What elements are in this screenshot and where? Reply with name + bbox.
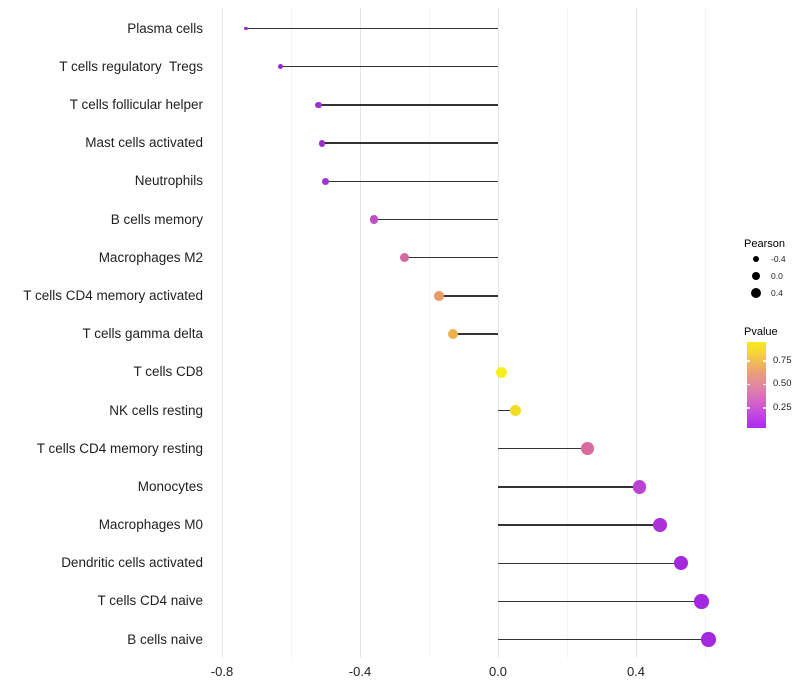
x-gridline-major [222, 8, 223, 658]
y-axis-label: T cells CD4 memory resting [36, 440, 203, 456]
colorbar-tick [763, 360, 766, 362]
x-axis-tick-label: -0.4 [348, 664, 372, 679]
data-point [509, 404, 521, 417]
data-point [673, 556, 688, 571]
y-axis-label: T cells CD4 memory activated [23, 287, 203, 303]
data-point [434, 291, 445, 301]
lollipop-stem [373, 218, 498, 221]
colorbar-tick-label: 0.25 [773, 401, 792, 413]
y-axis-label: Monocytes [137, 478, 203, 494]
colorbar-tick-label: 0.75 [773, 354, 792, 366]
lollipop-stem [498, 638, 709, 641]
y-axis-label: Macrophages M2 [98, 249, 203, 265]
y-axis-label: Macrophages M0 [98, 517, 203, 533]
legend-size-dot [751, 288, 761, 298]
x-axis-tick-label: -0.8 [210, 664, 234, 679]
lollipop-stem [498, 486, 640, 488]
lollipop-stem [498, 562, 681, 564]
data-point [495, 366, 507, 378]
legend-pvalue-title: Pvalue [744, 326, 778, 338]
y-axis-label: NK cells resting [109, 402, 203, 418]
legend-pvalue: Pvalue 0.75 0.50 0.25 [744, 326, 800, 428]
y-axis-label: T cells CD4 naive [97, 593, 203, 609]
data-point [653, 518, 667, 532]
colorbar-tick [747, 383, 750, 386]
lollipop-stem [498, 409, 516, 412]
lollipop-stem [325, 180, 498, 183]
lollipop-stem [498, 447, 588, 450]
lollipop-stem [318, 104, 498, 106]
legend-size-dot [751, 271, 761, 281]
data-point [694, 594, 709, 609]
lollipop-stem [246, 27, 498, 30]
legend-size-label: -0.4 [771, 254, 786, 264]
y-axis-label: B cells naive [127, 631, 203, 647]
pvalue-colorbar [747, 342, 766, 428]
legend-size-dot [752, 255, 760, 263]
x-axis-tick-label: 0.4 [626, 664, 646, 679]
colorbar-tick [747, 407, 750, 409]
data-point [400, 253, 410, 263]
lollipop-stem [453, 333, 498, 335]
y-axis-label: B cells memory [110, 211, 203, 227]
legend-size-label: 0.4 [771, 288, 783, 298]
x-gridline-minor [567, 8, 568, 658]
data-point [632, 480, 647, 494]
data-point [315, 101, 322, 109]
x-gridline-minor [291, 8, 292, 658]
y-axis-label: T cells gamma delta [82, 326, 203, 342]
lollipop-stem [322, 142, 498, 144]
y-axis-label: T cells follicular helper [69, 96, 203, 112]
x-gridline-major [360, 8, 361, 658]
colorbar-tick-label: 0.50 [773, 378, 792, 390]
lollipop-stem [439, 295, 498, 297]
x-gridline-major [636, 8, 637, 658]
y-axis-label: T cells CD8 [133, 364, 203, 380]
lollipop-stem [404, 257, 498, 259]
legend-size-label: 0.0 [771, 271, 783, 281]
colorbar-tick [763, 407, 766, 409]
lollipop-stem [498, 524, 661, 526]
data-point [244, 26, 249, 31]
data-point [369, 215, 378, 224]
legend-pearson: Pearson -0.4 0.0 0.4 [744, 238, 800, 298]
colorbar-tick [747, 360, 750, 362]
y-axis-label: Neutrophils [134, 173, 203, 189]
lollipop-stem [280, 66, 498, 68]
x-gridline-major [498, 8, 499, 658]
data-point [581, 442, 594, 455]
x-axis-tick-label: 0.0 [488, 664, 508, 679]
data-point [701, 632, 716, 647]
data-point [448, 329, 459, 340]
lollipop-stem [498, 600, 702, 603]
y-axis-label: Plasma cells [127, 20, 203, 36]
data-point [277, 64, 284, 70]
data-point [322, 177, 329, 185]
x-gridline-minor [429, 8, 430, 658]
data-point [318, 139, 326, 147]
legend-pearson-title: Pearson [744, 238, 785, 250]
y-axis-label: T cells regulatory Tregs [59, 58, 203, 74]
x-gridline-minor [705, 8, 706, 658]
y-axis-label: Mast cells activated [85, 135, 203, 151]
y-axis-label: Dendritic cells activated [61, 555, 203, 571]
colorbar-tick [763, 383, 766, 386]
